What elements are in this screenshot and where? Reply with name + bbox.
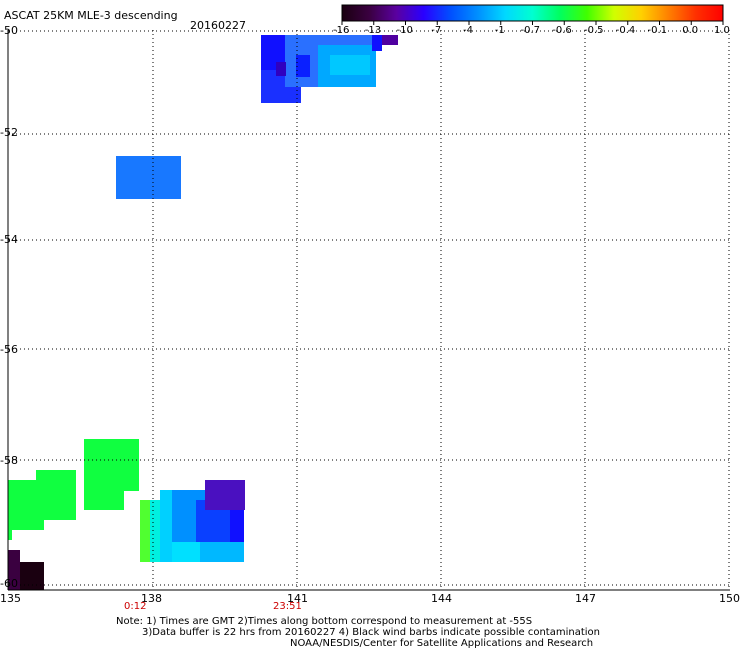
swath-cell — [276, 62, 286, 76]
colorbar-label: -0.5 — [584, 25, 604, 36]
map-date: 20160227 — [190, 19, 246, 32]
colorbar-label: -0.4 — [615, 25, 636, 36]
x-label: 135 — [0, 592, 21, 605]
colorbar-label: 1.0 — [714, 25, 730, 36]
colorbar-label: -13 — [364, 25, 382, 36]
data-swaths — [8, 35, 398, 590]
swath-cell — [20, 562, 44, 590]
swath-cell — [8, 480, 44, 530]
x-label: 141 — [287, 592, 308, 605]
colorbar-label: 0.0 — [682, 25, 699, 36]
grid — [8, 30, 730, 590]
x-label: 150 — [719, 592, 740, 605]
swath-cell — [372, 35, 382, 51]
y-label: -56 — [0, 343, 18, 356]
map-title: ASCAT 25KM MLE-3 descending — [4, 9, 178, 22]
y-label: -50 — [0, 24, 18, 37]
colorbar-label: -0.1 — [647, 25, 668, 36]
note-line-1: Note: 1) Times are GMT 2)Times along bot… — [116, 616, 533, 627]
colorbar-label: -7 — [431, 25, 442, 36]
note-line-3: NOAA/NESDIS/Center for Satellite Applica… — [290, 638, 594, 649]
y-label: -58 — [0, 454, 18, 467]
y-label: -52 — [0, 126, 18, 139]
swath-cell — [330, 55, 370, 75]
x-label: 147 — [575, 592, 596, 605]
swath-cell — [230, 510, 244, 542]
colorbar-label: -1 — [494, 25, 505, 36]
colorbar-gradient — [341, 4, 724, 22]
x-label: 138 — [141, 592, 162, 605]
colorbar-label: -0.6 — [552, 25, 572, 36]
swath-cell — [196, 542, 244, 562]
y-label: -54 — [0, 233, 18, 246]
swath-cell — [172, 542, 200, 562]
x-label: 144 — [431, 592, 452, 605]
swath-cell — [8, 550, 20, 590]
swath-cell — [84, 488, 124, 510]
swath-cell — [382, 35, 398, 45]
colorbar-label: -4 — [463, 25, 473, 36]
time-label-end: 23:51 — [273, 601, 302, 612]
note-line-2: 3)Data buffer is 22 hrs from 20160227 4)… — [142, 627, 600, 638]
swath-cell — [116, 156, 181, 199]
colorbar-label: -16 — [333, 25, 350, 36]
swath-cell — [205, 480, 245, 510]
swath-cell — [296, 55, 310, 77]
swath-cell — [84, 439, 139, 491]
colorbar — [341, 4, 724, 25]
colorbar-label: -10 — [396, 25, 413, 36]
swath-cell — [8, 528, 12, 540]
time-label-start: 0:12 — [124, 601, 147, 612]
y-label: -60 — [0, 577, 18, 590]
colorbar-label: -0.7 — [520, 25, 541, 36]
